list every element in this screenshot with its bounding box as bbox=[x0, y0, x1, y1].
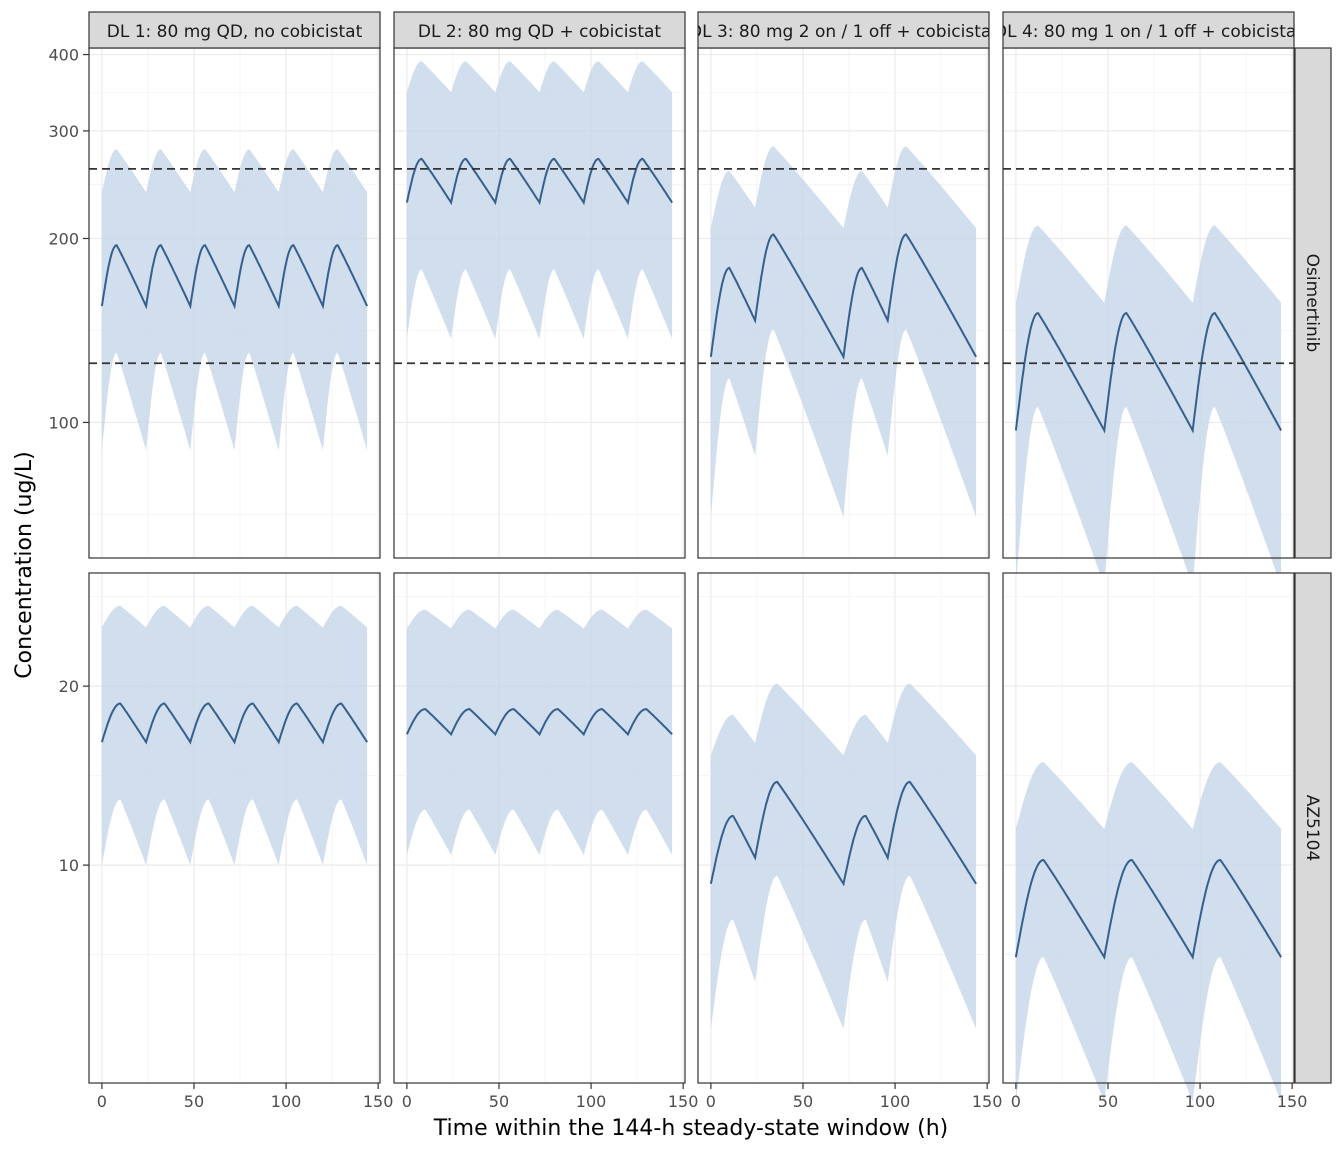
median-line bbox=[100, 702, 368, 745]
x-tick-label: 150 bbox=[1277, 1092, 1308, 1111]
panel-az5104-1 bbox=[88, 572, 381, 1084]
y-tick-label: 400 bbox=[48, 46, 79, 65]
x-tick-label: 150 bbox=[363, 1092, 394, 1111]
panel-border bbox=[1002, 572, 1295, 1084]
panel-az5104-4 bbox=[1002, 572, 1295, 1102]
column-strip-text-group: DL 4: 80 mg 1 on / 1 off + cobicistat bbox=[994, 22, 1303, 42]
x-tick-label: 50 bbox=[184, 1092, 204, 1111]
x-tick-label: 150 bbox=[972, 1092, 1003, 1111]
x-tick-label: 100 bbox=[576, 1092, 607, 1111]
column-strip-label: DL 3: 80 mg 2 on / 1 off + cobicistat bbox=[689, 22, 998, 42]
column-strip-text-group: DL 2: 80 mg QD + cobicistat bbox=[418, 22, 661, 42]
x-tick-label: 0 bbox=[402, 1092, 412, 1111]
y-axis-title: Concentration (ug/L) bbox=[12, 451, 37, 678]
x-tick-label: 100 bbox=[1185, 1092, 1216, 1111]
y-tick-label: 200 bbox=[48, 229, 79, 248]
panel-border bbox=[393, 572, 686, 1084]
column-strip-background bbox=[393, 11, 686, 49]
median-line bbox=[100, 243, 369, 310]
column-strip-4: DL 4: 80 mg 1 on / 1 off + cobicistat bbox=[994, 11, 1303, 49]
panel-osimertinib-4 bbox=[1002, 47, 1295, 586]
row-strip-background bbox=[1294, 47, 1332, 559]
column-strip-1: DL 1: 80 mg QD, no cobicistat bbox=[88, 11, 381, 49]
prediction-interval-band bbox=[1015, 225, 1282, 586]
row-strip-osimertinib: Osimertinib bbox=[1294, 47, 1332, 559]
y-tick-label: 100 bbox=[48, 413, 79, 432]
x-tick-label: 0 bbox=[1011, 1092, 1021, 1111]
x-tick-label: 50 bbox=[793, 1092, 813, 1111]
x-tick-label: 100 bbox=[880, 1092, 911, 1111]
prediction-interval-band bbox=[710, 683, 977, 1029]
x-tick-label: 50 bbox=[1098, 1092, 1118, 1111]
column-strip-3: DL 3: 80 mg 2 on / 1 off + cobicistat bbox=[689, 11, 998, 49]
column-strip-label: DL 1: 80 mg QD, no cobicistat bbox=[107, 22, 363, 42]
y-tick-label: 10 bbox=[59, 856, 79, 875]
panel-osimertinib-2 bbox=[393, 47, 686, 559]
panel-border bbox=[88, 572, 381, 1084]
median-line bbox=[709, 233, 977, 361]
panel-az5104-2 bbox=[393, 572, 686, 1084]
column-strip-label: DL 4: 80 mg 1 on / 1 off + cobicistat bbox=[994, 22, 1303, 42]
median-line bbox=[1014, 858, 1282, 961]
panel-osimertinib-3 bbox=[697, 47, 990, 559]
column-strip-background bbox=[697, 11, 990, 49]
facet-strips: Osimertinib AZ5104 DL 1: 80 mg QD, no cobi… bbox=[88, 11, 1332, 1084]
x-axis-title: Time within the 144-h steady-state windo… bbox=[433, 1116, 948, 1141]
panel-border bbox=[697, 572, 990, 1084]
row-strip-background bbox=[1294, 572, 1332, 1084]
panels-layer bbox=[88, 47, 1295, 1102]
x-tick-label: 0 bbox=[97, 1092, 107, 1111]
panel-az5104-3 bbox=[697, 572, 990, 1084]
median-line bbox=[709, 780, 977, 887]
x-tick-label: 150 bbox=[668, 1092, 699, 1111]
row-strip-az5104: AZ5104 bbox=[1294, 572, 1332, 1084]
median-line bbox=[405, 708, 673, 737]
x-tick-label: 50 bbox=[489, 1092, 509, 1111]
median-line bbox=[405, 157, 673, 206]
column-strip-text-group: DL 1: 80 mg QD, no cobicistat bbox=[107, 22, 363, 42]
x-tick-label: 0 bbox=[706, 1092, 716, 1111]
panel-osimertinib-1 bbox=[88, 47, 381, 559]
prediction-interval-band bbox=[101, 605, 368, 866]
y-tick-label: 20 bbox=[59, 677, 79, 696]
x-tick-label: 100 bbox=[271, 1092, 302, 1111]
y-tick-label: 300 bbox=[48, 122, 79, 141]
prediction-interval-band bbox=[1015, 762, 1282, 1102]
column-strip-2: DL 2: 80 mg QD + cobicistat bbox=[393, 11, 686, 49]
median-line bbox=[1014, 311, 1282, 434]
column-strip-text-group: DL 3: 80 mg 2 on / 1 off + cobicistat bbox=[689, 22, 998, 42]
column-strip-background bbox=[1002, 11, 1295, 49]
column-strip-label: DL 2: 80 mg QD + cobicistat bbox=[418, 22, 661, 42]
row-strip-label: AZ5104 bbox=[1302, 795, 1322, 862]
row-strip-label: Osimertinib bbox=[1302, 254, 1322, 353]
column-strip-background bbox=[88, 11, 381, 49]
